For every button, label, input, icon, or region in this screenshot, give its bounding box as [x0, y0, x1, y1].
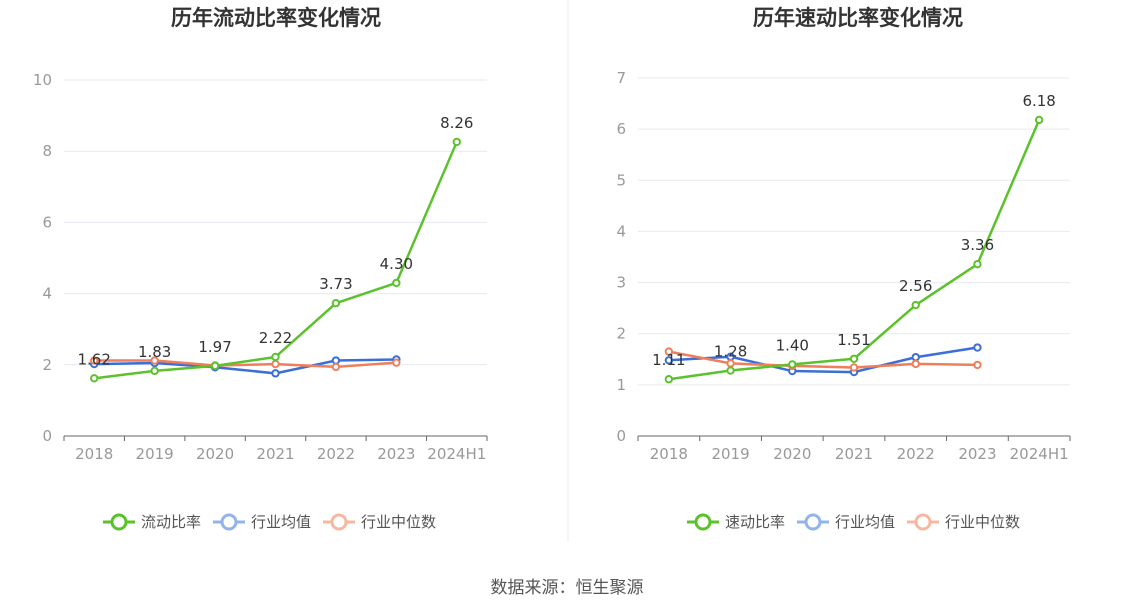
chart-title: 历年流动比率变化情况 [171, 6, 381, 30]
data-point [271, 359, 280, 369]
data-label: 1.11 [652, 351, 685, 369]
x-tick-label: 2018 [650, 445, 688, 463]
data-point [150, 366, 159, 376]
data-point [90, 374, 99, 383]
data-label: 2.22 [259, 329, 292, 347]
data-point [973, 259, 982, 269]
data-point [664, 347, 674, 356]
x-tick-label: 2019 [711, 445, 749, 463]
data-point [664, 356, 674, 365]
legend-swatch-marker [220, 513, 238, 531]
data-point [849, 363, 859, 372]
x-tick-label: 2024H1 [427, 445, 486, 463]
legend-item: 流动比率 [103, 513, 201, 531]
series-line [94, 359, 397, 369]
y-tick-label: 6 [42, 213, 52, 231]
data-point [973, 360, 982, 370]
data-point [331, 299, 341, 308]
legend-label: 行业中位数 [361, 513, 436, 531]
x-tick-label: 2018 [75, 445, 113, 463]
y-tick-label: 2 [616, 325, 626, 343]
data-point [392, 358, 401, 367]
y-tick-label: 2 [42, 356, 52, 374]
data-point [664, 375, 674, 384]
legend-item: 行业均值 [797, 513, 895, 531]
legend-swatch-marker [804, 513, 822, 531]
data-label: 1.51 [837, 331, 870, 349]
data-point [911, 359, 920, 369]
legend-swatch-marker [330, 513, 348, 531]
y-tick-label: 3 [616, 274, 626, 292]
legend-swatch-marker [694, 513, 712, 531]
data-point [1034, 115, 1044, 125]
x-tick-label: 2021 [256, 445, 294, 463]
y-tick-label: 1 [616, 376, 626, 394]
legend-swatch-marker [110, 513, 128, 531]
quick-ratio-chart: 历年速动比率变化情况 0 1 2 3 4 5 6 7 2018 2019 2020 2021 2022 20… [616, 6, 1071, 531]
data-point [271, 352, 280, 362]
legend-item: 行业中位数 [907, 513, 1020, 531]
x-tick-label: 2020 [196, 445, 234, 463]
series-line [94, 358, 397, 375]
legend-label: 行业均值 [835, 513, 895, 531]
chart-title: 历年速动比率变化情况 [753, 6, 963, 30]
x-tick-label: 2019 [136, 445, 174, 463]
data-label: 3.36 [961, 236, 994, 254]
y-tick-label: 4 [616, 222, 626, 240]
data-point [452, 137, 461, 147]
data-point [788, 360, 797, 369]
data-point [90, 356, 99, 365]
data-point [911, 300, 920, 310]
data-point [210, 361, 220, 371]
data-label: 2.56 [899, 277, 932, 295]
data-label: 1.62 [78, 350, 111, 368]
data-label: 1.28 [714, 343, 747, 361]
y-tick-label: 10 [33, 71, 52, 89]
legend-item: 行业均值 [213, 513, 311, 531]
data-label: 4.30 [380, 255, 413, 273]
data-source-note: 数据来源：恒生聚源 [491, 578, 644, 598]
x-tick-label: 2024H1 [1010, 445, 1069, 463]
data-point [726, 359, 735, 368]
data-label: 1.97 [198, 338, 231, 356]
current-ratio-chart: 历年流动比率变化情况 0 2 4 6 8 10 2018 2019 2020 2021 2022 202… [33, 6, 488, 531]
y-tick-label: 0 [616, 427, 626, 445]
legend-label: 行业均值 [251, 513, 311, 531]
series-line [668, 350, 978, 369]
legend-swatch-marker [914, 513, 932, 531]
data-label: 8.26 [440, 114, 473, 132]
x-tick-label: 2021 [835, 445, 873, 463]
x-tick-label: 2022 [897, 445, 935, 463]
legend-label: 速动比率 [725, 513, 785, 531]
data-label: 1.83 [138, 343, 171, 361]
data-label: 6.18 [1022, 92, 1055, 110]
y-tick-label: 0 [42, 427, 52, 445]
legend-label: 流动比率 [141, 513, 201, 531]
data-point [150, 356, 159, 365]
legend-item: 行业中位数 [323, 513, 436, 531]
series-line [668, 346, 978, 374]
y-tick-label: 6 [616, 120, 626, 138]
data-label: 3.73 [319, 275, 352, 293]
x-tick-label: 2020 [773, 445, 811, 463]
x-tick-label: 2023 [377, 445, 415, 463]
x-tick-label: 2023 [958, 445, 996, 463]
data-point [849, 354, 859, 363]
data-point [331, 362, 341, 372]
data-point [911, 353, 920, 362]
y-tick-label: 4 [42, 285, 52, 303]
legend-label: 行业中位数 [945, 513, 1020, 531]
y-tick-label: 7 [616, 69, 626, 87]
x-tick-label: 2022 [317, 445, 355, 463]
data-point [271, 369, 280, 378]
data-point [392, 278, 401, 288]
legend-item: 速动比率 [687, 513, 785, 531]
y-tick-label: 8 [42, 142, 52, 160]
data-label: 1.40 [776, 336, 809, 354]
y-tick-label: 5 [616, 171, 626, 189]
data-point [726, 366, 735, 375]
data-point [973, 343, 982, 352]
